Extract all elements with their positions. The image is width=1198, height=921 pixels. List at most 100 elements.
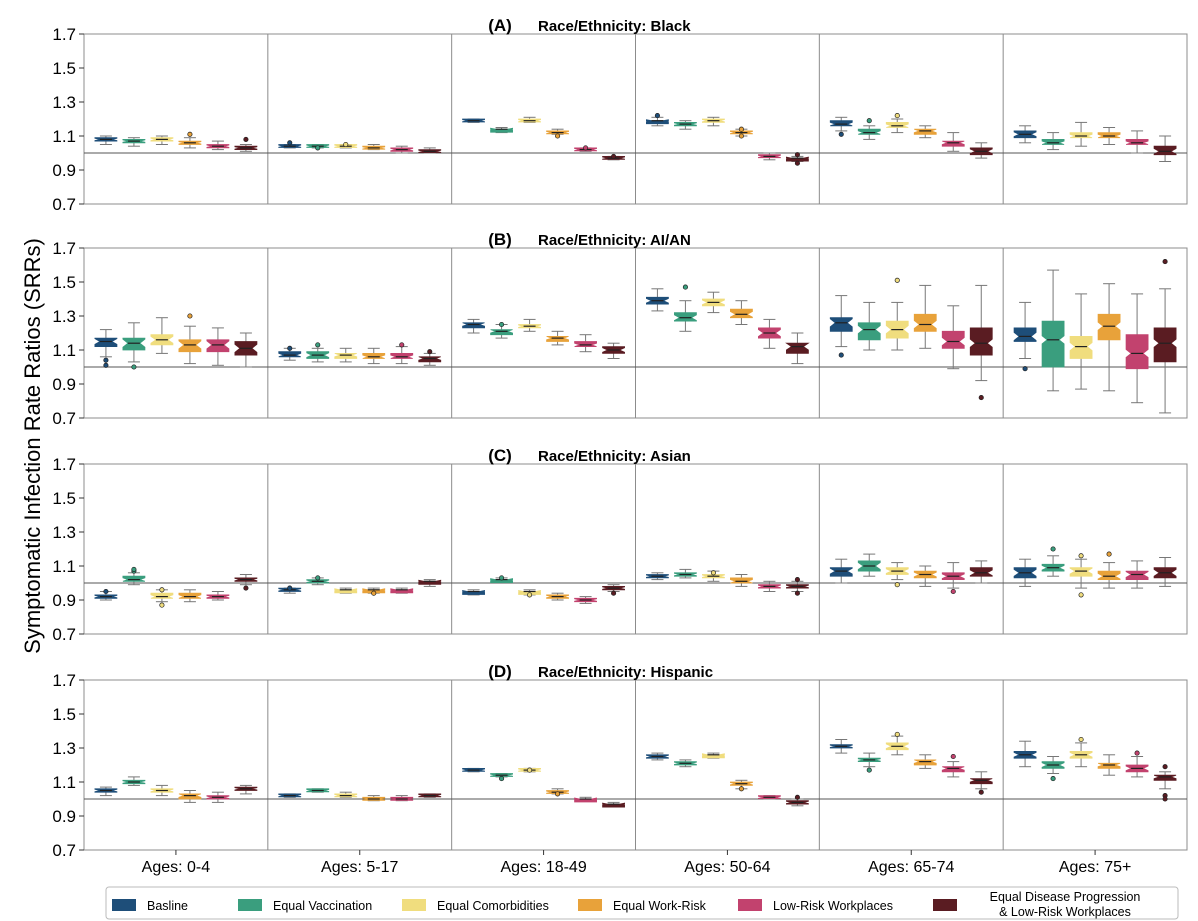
box (1153, 327, 1177, 363)
box-1-4 (390, 587, 414, 594)
box-3-0 (646, 752, 669, 761)
panel-2: 0.7 0.9 1.1 1.3 1.5 1.7 (C) Race/Ethnicity: Asi… (52, 446, 1188, 644)
box (730, 308, 753, 319)
box-1-2 (334, 791, 358, 798)
box (1069, 132, 1093, 139)
box (1041, 320, 1065, 368)
legend-item: Equal Disease Progression& Low-Risk Work… (933, 890, 1140, 919)
outlier-point (103, 357, 109, 363)
box-0-5 (234, 784, 258, 795)
legend-item: Equal Vaccination (238, 899, 372, 913)
box-0-2 (150, 317, 174, 354)
panel-title: Race/Ethnicity: Asian (538, 448, 691, 465)
x-tick-label: Ages: 65-74 (868, 859, 954, 876)
box-4-4 (941, 132, 965, 152)
outlier-point (243, 585, 249, 591)
box-0-5 (234, 574, 258, 586)
box-3-5 (786, 798, 809, 807)
box (206, 339, 230, 353)
y-tick-label: 1.7 (52, 455, 76, 474)
box (546, 336, 569, 342)
outlier-point (243, 136, 249, 142)
box-4-4 (941, 305, 965, 370)
outlier-point (866, 118, 872, 124)
y-tick-label: 1.5 (52, 59, 76, 78)
box-5-3 (1097, 283, 1121, 392)
box (1125, 570, 1149, 580)
legend-swatch (738, 899, 762, 911)
outlier-point (794, 160, 800, 166)
legend-label: Equal Comorbidities (437, 899, 549, 913)
legend-label: Basline (147, 899, 188, 913)
box-1-1 (306, 577, 330, 586)
outlier-point (838, 131, 844, 137)
panel-0: 0.7 0.9 1.1 1.3 1.5 1.7 (A) Race/Ethnicity: Bla… (52, 16, 1188, 214)
box (122, 575, 146, 582)
box-2-0 (462, 767, 485, 773)
box (913, 313, 937, 332)
outlier-point (287, 140, 293, 146)
box-2-4 (574, 796, 597, 803)
outlier-point (287, 585, 293, 591)
box-4-1 (857, 752, 881, 768)
box-0-1 (122, 322, 146, 363)
legend-swatch (402, 899, 426, 911)
box-4-0 (829, 116, 853, 132)
box-0-0 (94, 786, 118, 797)
box-2-4 (574, 334, 597, 353)
y-tick-label: 1.3 (52, 307, 76, 326)
outlier-point (315, 145, 321, 151)
box-5-2 (1069, 742, 1093, 768)
box-5-3 (1097, 754, 1121, 776)
outlier-point (1106, 551, 1112, 557)
box-5-0 (1013, 125, 1037, 144)
outlier-point (103, 362, 109, 368)
box-2-1 (490, 127, 513, 134)
box-4-2 (885, 301, 909, 351)
box-3-3 (730, 779, 753, 790)
box-1-3 (362, 144, 386, 151)
legend-swatch (578, 899, 602, 911)
box-3-2 (702, 570, 725, 582)
outlier-point (950, 753, 956, 760)
outlier-point (894, 113, 900, 119)
box-2-2 (518, 318, 541, 332)
box-4-5 (969, 560, 993, 584)
box (1153, 145, 1177, 156)
box-3-4 (758, 318, 781, 349)
outlier-point (794, 794, 800, 800)
box-2-4 (574, 147, 597, 152)
y-tick-label: 0.7 (52, 409, 76, 428)
box-4-2 (885, 118, 909, 134)
box-3-3 (730, 300, 753, 325)
y-tick-label: 1.1 (52, 127, 76, 146)
box-1-4 (390, 346, 414, 365)
box-1-2 (334, 144, 358, 149)
box-3-1 (674, 759, 697, 768)
box-3-0 (646, 288, 669, 312)
outlier-point (583, 145, 589, 151)
outlier-point (738, 126, 744, 132)
legend-swatch (112, 899, 136, 911)
outlier-point (1050, 776, 1056, 782)
box-2-0 (462, 118, 485, 123)
box-1-4 (390, 145, 414, 154)
legend-swatch (238, 899, 262, 911)
box-5-4 (1125, 293, 1149, 404)
outlier-point (315, 342, 321, 348)
box (885, 122, 909, 128)
box-0-5 (234, 332, 258, 368)
outlier-point (499, 575, 505, 581)
box-5-5 (1153, 771, 1177, 790)
box-0-1 (122, 572, 146, 586)
legend-label: Equal Disease Progression (990, 890, 1141, 904)
outlier-point (499, 321, 505, 328)
box (122, 337, 146, 351)
box (730, 577, 753, 584)
x-tick-label: Ages: 18-49 (500, 859, 586, 876)
outlier-point (978, 789, 984, 795)
box (418, 356, 442, 363)
box-3-4 (758, 795, 781, 800)
box-2-5 (602, 801, 625, 808)
box-2-5 (602, 584, 625, 592)
